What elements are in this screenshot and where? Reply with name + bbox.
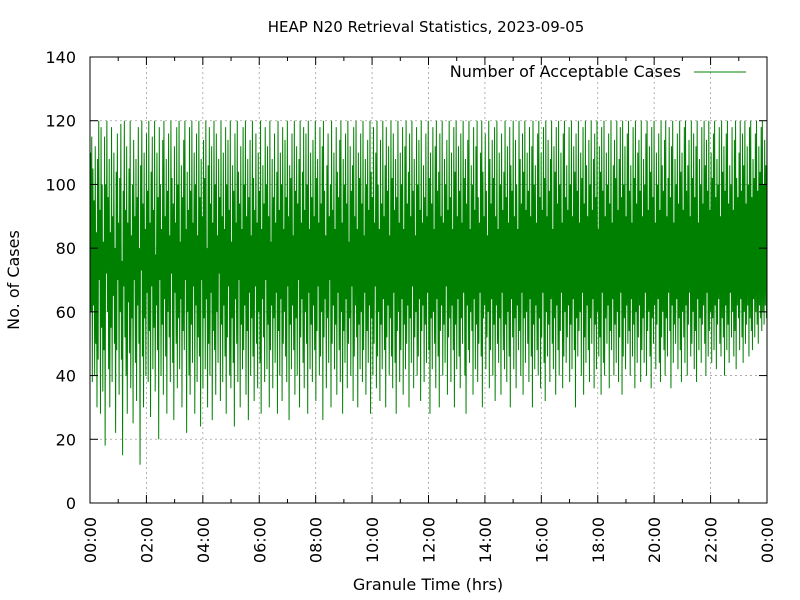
x-tick-label: 10:00	[363, 517, 382, 563]
x-tick-label: 12:00	[420, 517, 439, 563]
y-axis-label: No. of Cases	[4, 230, 23, 330]
legend: Number of Acceptable Cases	[450, 62, 746, 81]
x-tick-label: 00:00	[758, 517, 777, 563]
x-tick-label: 20:00	[645, 517, 664, 563]
y-tick-label: 60	[56, 303, 76, 322]
x-tick-label: 04:00	[194, 517, 213, 563]
x-tick-label: 16:00	[532, 517, 551, 563]
axis-ticks: 0 20 40 60 80 100 120 140 00:00 02:00 04:00 06:00 08…	[45, 48, 777, 563]
x-tick-label: 06:00	[250, 517, 269, 563]
y-tick-label: 20	[56, 430, 76, 449]
y-tick-label: 140	[45, 48, 76, 67]
legend-label: Number of Acceptable Cases	[450, 62, 681, 81]
y-tick-label: 0	[66, 494, 76, 513]
x-axis-label: Granule Time (hrs)	[353, 575, 503, 594]
y-tick-label: 80	[56, 239, 76, 258]
x-tick-label: 14:00	[476, 517, 495, 563]
y-tick-label: 40	[56, 367, 76, 386]
x-tick-label: 00:00	[81, 517, 100, 563]
x-tick-label: 22:00	[702, 517, 721, 563]
y-tick-label: 120	[45, 112, 76, 131]
x-tick-label: 08:00	[307, 517, 326, 563]
x-tick-label: 18:00	[589, 517, 608, 563]
grid-lines	[90, 57, 767, 503]
series-line-0	[89, 120, 768, 465]
series-layer	[89, 120, 768, 465]
x-tick-label: 02:00	[137, 517, 156, 563]
chart-title: HEAP N20 Retrieval Statistics, 2023-09-0…	[268, 18, 585, 36]
y-tick-label: 100	[45, 175, 76, 194]
